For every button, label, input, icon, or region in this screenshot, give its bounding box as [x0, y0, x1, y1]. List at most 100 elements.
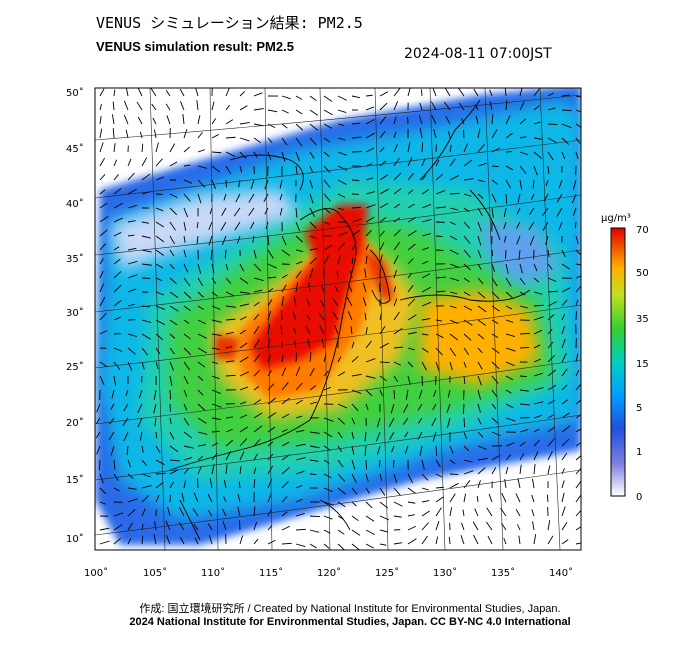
- wind-vector: [461, 117, 465, 125]
- wind-vector: [365, 147, 375, 153]
- wind-vector: [99, 142, 104, 153]
- wind-vector: [575, 383, 581, 391]
- wind-vector: [225, 104, 230, 111]
- wind-vector: [155, 481, 164, 489]
- wind-vector: [351, 459, 356, 470]
- wind-vector: [225, 318, 236, 321]
- wind-vector: [533, 165, 538, 176]
- wind-vector: [192, 508, 199, 517]
- wind-vector: [489, 101, 493, 111]
- wind-vector: [561, 325, 566, 335]
- wind-vector: [365, 94, 373, 97]
- wind-vector: [463, 263, 471, 271]
- wind-vector: [239, 386, 249, 391]
- wind-vector: [449, 158, 456, 167]
- wind-vector: [393, 101, 399, 111]
- wind-vector: [389, 431, 395, 440]
- wind-vector: [477, 193, 484, 199]
- wind-vector: [379, 160, 387, 167]
- wind-vector: [309, 151, 315, 159]
- wind-vector: [155, 333, 164, 341]
- wind-vector: [505, 375, 514, 381]
- wind-vector: [295, 261, 303, 265]
- wind-vector: [323, 179, 331, 189]
- wind-vector: [295, 429, 305, 433]
- wind-vector: [477, 417, 482, 425]
- wind-vector: [337, 193, 346, 198]
- wind-vector: [351, 257, 354, 265]
- wind-vector: [267, 465, 274, 475]
- wind-vector: [463, 470, 474, 475]
- wind-vector: [337, 459, 344, 468]
- wind-vector: [431, 101, 437, 111]
- wind-vector: [248, 207, 255, 216]
- wind-vector: [463, 305, 473, 311]
- wind-vector: [194, 537, 199, 545]
- wind-vector: [505, 132, 513, 139]
- wind-vector: [519, 347, 530, 349]
- wind-vector: [197, 277, 204, 287]
- wind-vector: [561, 452, 568, 461]
- wind-vector: [561, 287, 571, 293]
- wind-vector: [323, 123, 333, 129]
- wind-vector: [180, 536, 185, 545]
- wind-vector: [477, 375, 482, 386]
- wind-vector: [155, 459, 165, 465]
- wind-vector: [225, 374, 236, 377]
- wind-vector: [141, 157, 148, 167]
- wind-vector: [337, 151, 347, 156]
- wind-vector: [391, 445, 395, 453]
- wind-vector: [435, 206, 446, 209]
- wind-vector: [267, 123, 276, 129]
- wind-vector: [309, 459, 319, 462]
- wind-vector: [393, 172, 402, 181]
- wind-vector: [561, 438, 570, 447]
- wind-vector: [183, 319, 190, 324]
- wind-vector: [393, 203, 401, 209]
- wind-vector: [417, 417, 423, 424]
- wind-vector: [155, 176, 165, 181]
- wind-vector: [113, 537, 122, 545]
- wind-vector: [337, 473, 345, 482]
- wind-vector: [388, 417, 395, 427]
- wind-vector: [111, 389, 115, 399]
- wind-vector: [505, 179, 512, 189]
- wind-vector: [169, 221, 176, 231]
- wind-vector: [127, 333, 137, 338]
- wind-vector: [225, 439, 234, 447]
- wind-vector: [505, 165, 514, 171]
- wind-vector: [351, 487, 358, 495]
- wind-vector: [365, 106, 375, 111]
- wind-vector: [519, 332, 530, 335]
- wind-vector: [267, 478, 273, 489]
- wind-vector: [197, 333, 208, 339]
- wind-vector: [334, 285, 339, 293]
- wind-vector: [183, 431, 193, 439]
- wind-vector: [561, 151, 566, 160]
- wind-vector: [505, 100, 508, 111]
- wind-vector: [407, 230, 417, 237]
- wind-vector: [225, 416, 233, 419]
- wind-vector: [547, 165, 550, 174]
- wind-vector: [239, 371, 249, 377]
- wind-vector: [575, 249, 581, 256]
- wind-vector: [350, 326, 353, 335]
- wind-vector: [547, 314, 555, 321]
- wind-vector: [99, 216, 109, 223]
- wind-vector: [96, 445, 101, 455]
- wind-vector: [306, 298, 311, 307]
- lon-tick-label: 130˚: [433, 567, 457, 579]
- wind-vector: [211, 101, 215, 111]
- wind-vector: [449, 249, 459, 255]
- wind-vector: [253, 277, 264, 282]
- wind-vector: [169, 459, 180, 462]
- lon-tick-label: 110˚: [201, 567, 225, 579]
- wind-vector: [99, 540, 110, 545]
- wind-vector: [421, 158, 426, 167]
- wind-vector: [253, 412, 263, 419]
- wind-vector: [182, 114, 185, 125]
- lat-tick-label: 15˚: [66, 474, 84, 486]
- wind-vector: [516, 221, 521, 229]
- wind-vector: [113, 459, 116, 470]
- wind-vector: [123, 114, 129, 125]
